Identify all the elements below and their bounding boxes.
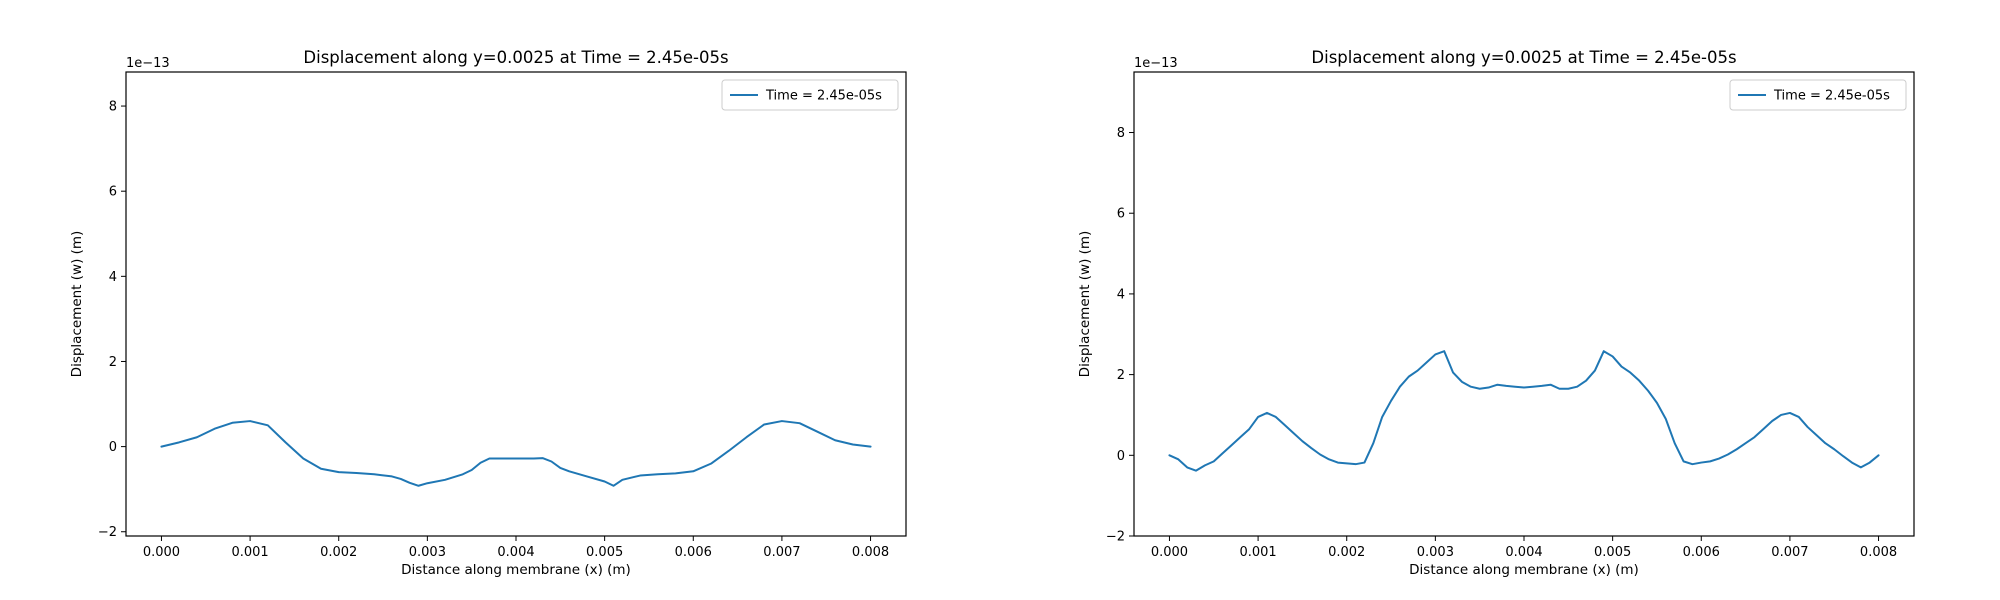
legend-label: Time = 2.45e-05s	[765, 89, 882, 104]
legend-box	[721, 79, 899, 111]
y-tick-label: 6	[1117, 207, 1125, 222]
x-tick-label: 0.001	[231, 545, 268, 560]
x-tick-label: 0.006	[1683, 545, 1720, 560]
series-line	[160, 420, 872, 487]
x-tick-label: 0.007	[1771, 545, 1808, 560]
x-tick-label: 0.007	[763, 545, 800, 560]
y-tick-label: 4	[1117, 287, 1125, 302]
x-tick-label: 0.004	[497, 545, 534, 560]
x-tick-label: 0.003	[1417, 545, 1454, 560]
y-axis-offset-text: 1e−13	[1134, 56, 1178, 71]
y-tick-label: 8	[109, 100, 117, 115]
x-tick-label: 0.005	[586, 545, 623, 560]
x-axis-label: Distance along membrane (x) (m)	[1409, 562, 1639, 578]
x-tick-label: 0.003	[409, 545, 446, 560]
y-tick-label: −2	[1106, 530, 1125, 545]
x-tick-label: 0.001	[1239, 545, 1276, 560]
chart-title: Displacement along y=0.0025 at Time = 2.…	[1311, 48, 1736, 67]
x-tick-label: 0.008	[852, 545, 889, 560]
legend-label: Time = 2.45e-05s	[1773, 89, 1890, 104]
y-axis-offset-text: 1e−13	[126, 56, 170, 71]
chart-left: Displacement along y=0.0025 at Time = 2.…	[69, 48, 907, 578]
y-axis-label: Displacement (w) (m)	[1077, 231, 1093, 378]
y-tick-label: 4	[109, 270, 117, 285]
y-tick-label: −2	[98, 525, 117, 540]
legend: Time = 2.45e-05s	[1729, 79, 1907, 111]
y-axis-label: Displacement (w) (m)	[69, 231, 85, 378]
x-tick-label: 0.000	[1151, 545, 1188, 560]
x-tick-label: 0.005	[1594, 545, 1631, 560]
series-line	[1168, 350, 1880, 472]
legend-box	[1729, 79, 1907, 111]
y-tick-label: 0	[109, 440, 117, 455]
y-tick-label: 2	[1117, 368, 1125, 383]
chart-right: Displacement along y=0.0025 at Time = 2.…	[1077, 48, 1915, 578]
x-tick-label: 0.002	[1328, 545, 1365, 560]
x-axis-label: Distance along membrane (x) (m)	[401, 562, 631, 578]
x-tick-label: 0.008	[1860, 545, 1897, 560]
plot-area-frame	[125, 71, 907, 537]
legend: Time = 2.45e-05s	[721, 79, 899, 111]
y-tick-label: 2	[109, 355, 117, 370]
y-tick-label: 0	[1117, 449, 1125, 464]
x-tick-label: 0.002	[320, 545, 357, 560]
plot-area-frame	[1133, 71, 1915, 537]
y-tick-label: 6	[109, 185, 117, 200]
x-tick-label: 0.000	[143, 545, 180, 560]
x-tick-label: 0.006	[675, 545, 712, 560]
x-tick-label: 0.004	[1505, 545, 1542, 560]
chart-title: Displacement along y=0.0025 at Time = 2.…	[303, 48, 728, 67]
y-tick-label: 8	[1117, 126, 1125, 141]
